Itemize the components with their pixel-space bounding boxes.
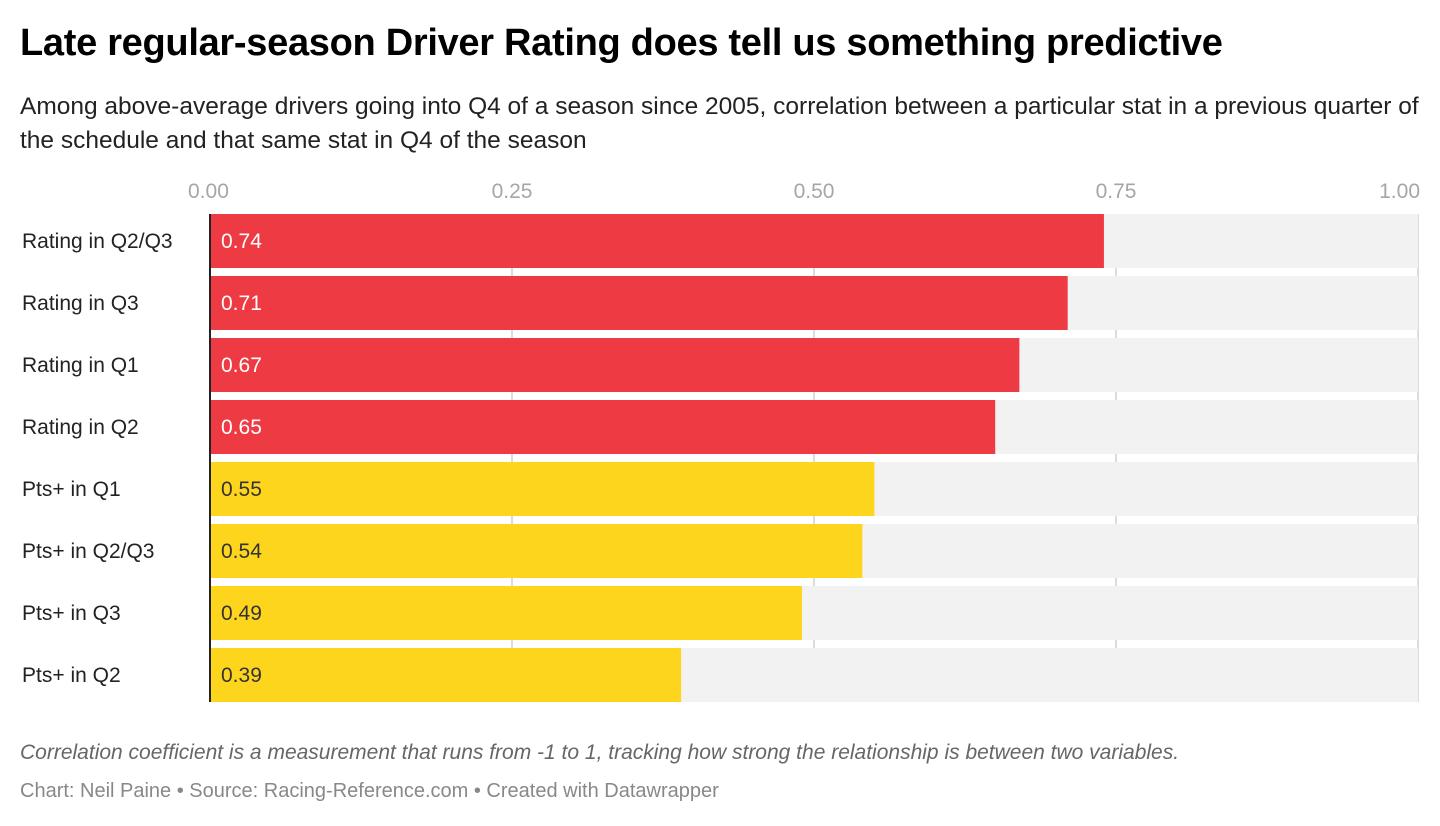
bar — [210, 586, 802, 640]
x-tick-label: 0.50 — [794, 180, 835, 203]
category-label: Rating in Q1 — [22, 354, 139, 377]
chart-credit: Chart: Neil Paine • Source: Racing-Refer… — [20, 780, 719, 802]
chart-note: Correlation coefficient is a measurement… — [20, 741, 1180, 764]
bar — [210, 276, 1068, 330]
chart-title: Late regular-season Driver Rating does t… — [20, 22, 1223, 64]
x-tick-label: 0.25 — [492, 180, 533, 203]
value-label: 0.67 — [221, 354, 262, 377]
bar — [210, 400, 996, 454]
bar — [210, 648, 682, 702]
bar — [210, 214, 1104, 268]
value-label: 0.65 — [221, 416, 262, 439]
value-label: 0.71 — [221, 292, 262, 315]
x-tick-label: 0.75 — [1096, 180, 1137, 203]
bar — [210, 338, 1020, 392]
x-tick-label: 1.00 — [1379, 180, 1420, 203]
category-label: Pts+ in Q2/Q3 — [22, 540, 154, 563]
bar — [210, 524, 863, 578]
bar — [210, 462, 875, 516]
bar-chart: 0.00 0.25 0.50 0.75 1.00 Rating in Q2/Q3 0.74 R… — [22, 180, 1420, 702]
value-label: 0.54 — [221, 540, 262, 563]
chart-subtitle: Among above-average drivers going into Q… — [20, 93, 1419, 154]
category-label: Pts+ in Q3 — [22, 602, 121, 625]
category-label: Pts+ in Q1 — [22, 478, 121, 501]
category-label: Rating in Q3 — [22, 292, 139, 315]
category-label: Rating in Q2 — [22, 416, 139, 439]
category-label: Rating in Q2/Q3 — [22, 230, 173, 253]
value-label: 0.49 — [221, 602, 262, 625]
value-label: 0.39 — [221, 664, 262, 687]
value-label: 0.74 — [221, 230, 262, 253]
x-tick-label: 0.00 — [188, 180, 229, 203]
value-label: 0.55 — [221, 478, 262, 501]
category-label: Pts+ in Q2 — [22, 664, 121, 687]
